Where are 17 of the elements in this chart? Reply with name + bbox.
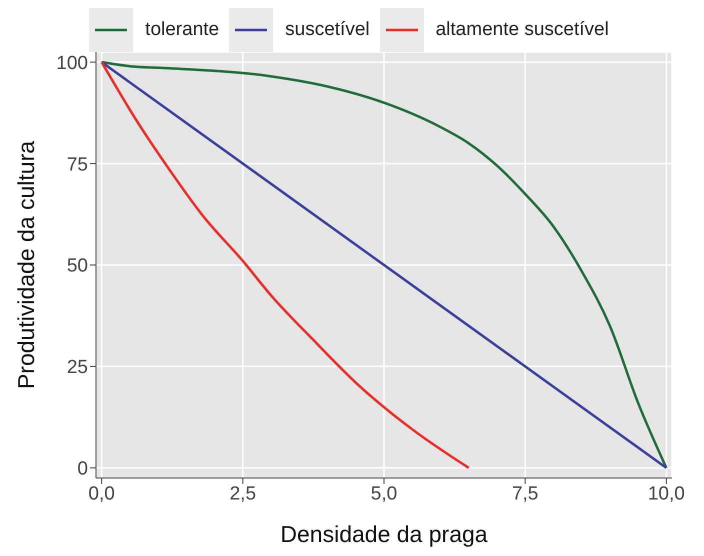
y-tick-label: 25 (66, 357, 88, 378)
line-series (100, 60, 668, 470)
y-tick-label: 0 (77, 458, 88, 480)
x-tick-label: 2,5 (230, 483, 256, 504)
x-tick-label: 0,0 (88, 483, 115, 504)
x-tick-label: 5,0 (370, 483, 398, 504)
x-tick-label: 7,5 (512, 483, 538, 504)
legend-label: suscetível (285, 19, 370, 41)
y-axis-title: Produtividade da cultura (13, 140, 40, 390)
x-axis-title: Densidade da praga (280, 521, 488, 547)
x-tick-label: 10,0 (648, 483, 685, 504)
legend-label: tolerante (145, 19, 220, 41)
legend-label: altamente suscetível (436, 19, 609, 41)
line-series (100, 60, 470, 470)
y-tick-label: 75 (66, 154, 88, 176)
y-tick-label: 100 (56, 52, 88, 74)
y-tick-label: 50 (66, 256, 88, 277)
